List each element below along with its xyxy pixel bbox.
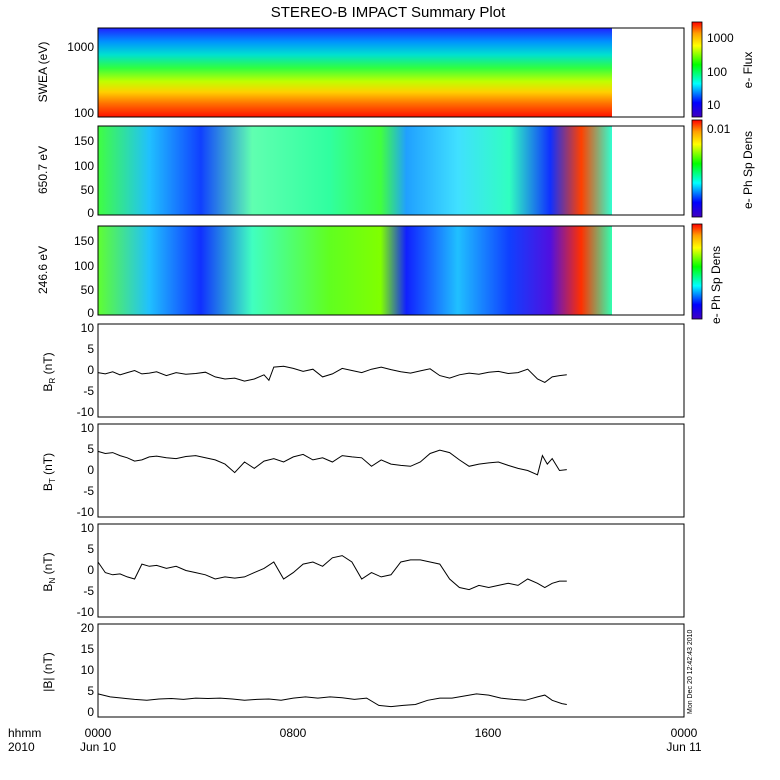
time-axis-date-end: Jun 11: [666, 740, 701, 754]
colorbar-psd1-tick: 0.01: [707, 122, 731, 136]
pa246-spectrogram: [98, 226, 612, 315]
colorbar-flux-tick-10: 10: [707, 98, 721, 112]
br-ylabel-unit: (nT): [41, 352, 55, 377]
colorbar-flux: 1000 100 10 e- Flux: [691, 21, 755, 118]
br-tick-5: 5: [87, 342, 94, 356]
time-axis-0800: 0800: [280, 726, 307, 740]
pa650-tick-150: 150: [74, 134, 94, 148]
swea-ylabel: SWEA (eV): [36, 42, 50, 103]
bmag-trace: [97, 693, 567, 708]
time-axis: hhmm 0000 0800 1600 0000 2010 Jun 10 Jun…: [8, 726, 702, 754]
br-panel: BR (nT) 10 5 0 -5 -10: [41, 321, 685, 419]
bmag-panel: |B| (nT) 20 15 10 5 0 Mon Dec 20 12:42:4…: [41, 621, 694, 719]
pa246-ylabel: 246.6 eV: [36, 246, 50, 294]
bt-frame: [97, 423, 685, 518]
colorbar-psd1: 0.01 e- Ph Sp Dens: [691, 119, 755, 218]
time-axis-hhmm: hhmm: [8, 726, 41, 740]
pa650-ylabel: 650.7 eV: [36, 146, 50, 194]
plot-timestamp: Mon Dec 20 12:42:43 2010: [687, 629, 694, 714]
br-tick-10: 10: [81, 321, 95, 335]
colorbar-flux-tick-1000: 1000: [707, 31, 734, 45]
br-ylabel-main: B: [41, 384, 55, 392]
pa650-panel: 650.7 eV 150 100 50 0: [36, 125, 685, 220]
time-axis-0000-start: 0000: [85, 726, 112, 740]
br-tick-m10: -10: [77, 405, 95, 419]
bt-ylabel-unit: (nT): [41, 453, 55, 478]
bn-tick-10: 10: [81, 521, 95, 535]
pa650-tick-50: 50: [81, 183, 95, 197]
pa246-tick-0: 0: [87, 306, 94, 320]
pa650-tick-100: 100: [74, 159, 94, 173]
bn-trace: [97, 555, 567, 591]
swea-frame: [97, 27, 685, 118]
bn-tick-m5: -5: [83, 584, 94, 598]
swea-panel: SWEA (eV) 1000 100: [36, 27, 685, 120]
br-tick-m5: -5: [83, 384, 94, 398]
bn-ylabel-unit: (nT): [41, 552, 55, 577]
colorbar-psd2: e- Ph Sp Dens: [691, 223, 723, 324]
colorbar-flux-bar: [691, 21, 703, 118]
bt-tick-m5: -5: [83, 484, 94, 498]
pa246-panel: 246.6 eV 150 100 50 0: [36, 225, 685, 320]
br-frame: [97, 323, 685, 418]
br-tick-0: 0: [87, 363, 94, 377]
bt-tick-5: 5: [87, 442, 94, 456]
bt-tick-m10: -10: [77, 505, 95, 519]
swea-tick-1000: 1000: [67, 40, 94, 54]
bmag-ylabel: |B| (nT): [41, 652, 55, 692]
bn-ylabel-main: B: [41, 584, 55, 592]
bn-tick-m10: -10: [77, 605, 95, 619]
bt-tick-10: 10: [81, 421, 95, 435]
bt-tick-0: 0: [87, 463, 94, 477]
bn-tick-5: 5: [87, 542, 94, 556]
pa650-tick-0: 0: [87, 206, 94, 220]
bmag-tick-0: 0: [87, 705, 94, 719]
br-ylabel-sub: R: [48, 378, 57, 384]
bn-tick-0: 0: [87, 563, 94, 577]
bn-frame: [97, 523, 685, 618]
colorbar-psd1-label: e- Ph Sp Dens: [741, 131, 755, 209]
bt-ylabel-main: B: [41, 483, 55, 491]
plot-title: STEREO-B IMPACT Summary Plot: [271, 4, 506, 21]
pa246-tick-100: 100: [74, 259, 94, 273]
colorbar-psd1-bar: [691, 119, 703, 218]
br-ylabel: BR (nT): [41, 352, 57, 391]
colorbar-psd2-bar: [691, 223, 703, 320]
pa246-tick-150: 150: [74, 234, 94, 248]
bt-ylabel: BT (nT): [41, 453, 57, 491]
br-trace: [97, 365, 567, 383]
time-axis-0000-end: 0000: [671, 726, 698, 740]
bn-ylabel-sub: N: [48, 578, 57, 584]
swea-spectrogram: [98, 28, 612, 117]
time-axis-date-start: Jun 10: [80, 740, 116, 754]
bt-trace: [97, 449, 567, 476]
colorbar-flux-label: e- Flux: [741, 52, 755, 89]
bmag-tick-5: 5: [87, 684, 94, 698]
bmag-tick-15: 15: [81, 642, 95, 656]
pa246-tick-50: 50: [81, 283, 95, 297]
time-axis-year: 2010: [8, 740, 35, 754]
pa650-frame: [97, 125, 685, 216]
time-axis-1600: 1600: [475, 726, 502, 740]
bn-ylabel: BN (nT): [41, 552, 57, 591]
bmag-tick-20: 20: [81, 621, 95, 635]
bt-ylabel-sub: T: [48, 478, 57, 483]
bmag-tick-10: 10: [81, 663, 95, 677]
pa246-frame: [97, 225, 685, 316]
bt-panel: BT (nT) 10 5 0 -5 -10: [41, 421, 685, 519]
colorbar-flux-tick-100: 100: [707, 65, 727, 79]
pa650-spectrogram: [98, 126, 612, 215]
colorbar-psd2-label: e- Ph Sp Dens: [709, 246, 723, 324]
swea-tick-100: 100: [74, 106, 94, 120]
bmag-frame: [97, 623, 685, 718]
bn-panel: BN (nT) 10 5 0 -5 -10: [41, 521, 685, 619]
